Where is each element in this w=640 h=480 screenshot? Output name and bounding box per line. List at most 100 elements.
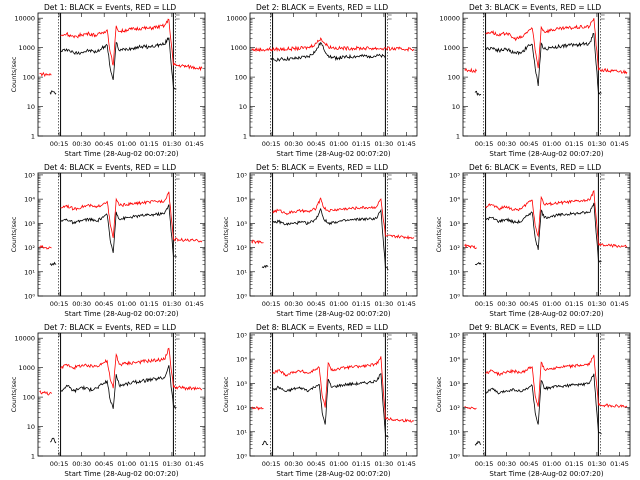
plot-frame: [462, 172, 631, 297]
events-series-line: [49, 204, 177, 266]
detector-panel-8: Det 8: BLACK = Events, RED = LLD Start Ti…: [222, 323, 418, 478]
x-tick-label: 01:30: [588, 300, 607, 308]
x-axis-label: Start Time (28-Aug-02 00:07:20): [276, 470, 390, 478]
lld-series-line: [464, 354, 628, 410]
x-tick-label: 01:30: [163, 140, 182, 148]
plot-frame: [37, 12, 206, 137]
detector-panel-4: Det 4: BLACK = Events, RED = LLD Start Ti…: [10, 163, 206, 318]
range-marker: [387, 14, 392, 20]
chart-title: Det 7: BLACK = Events, RED = LLD: [44, 323, 176, 332]
x-tick-label: 01:45: [397, 140, 416, 148]
y-tick-label: 10²: [449, 244, 460, 252]
y-tick-label: 100: [23, 394, 35, 402]
plot-frame: [37, 172, 206, 297]
y-tick-label: 10⁰: [236, 453, 247, 461]
range-marker: [175, 334, 180, 340]
x-tick-label: 01:30: [375, 460, 394, 468]
x-tick-label: 01:45: [397, 460, 416, 468]
y-tick-label: 10⁴: [236, 356, 247, 364]
x-tick-label: 01:30: [588, 140, 607, 148]
x-axis-label: Start Time (28-Aug-02 00:07:20): [489, 150, 603, 158]
x-tick-label: 00:15: [475, 140, 494, 148]
chart-title: Det 4: BLACK = Events, RED = LLD: [44, 163, 176, 172]
x-tick-label: 00:30: [284, 300, 303, 308]
y-axis-label: Counts/sec: [435, 216, 443, 252]
y-axis-label: Counts/sec: [10, 216, 18, 252]
events-series-line: [261, 207, 389, 271]
y-tick-label: 10⁰: [449, 453, 460, 461]
x-tick-label: 00:45: [95, 460, 114, 468]
plot-frame: [462, 12, 631, 137]
x-tick-label: 01:00: [542, 460, 561, 468]
y-tick-label: 1: [243, 133, 247, 141]
x-tick-label: 00:30: [72, 300, 91, 308]
plot-frame: [249, 12, 418, 137]
y-tick-label: 1: [31, 453, 35, 461]
chart-title: Det 1: BLACK = Events, RED = LLD: [44, 3, 176, 12]
lld-series-line: [39, 347, 203, 396]
events-series-line: [261, 373, 389, 446]
y-tick-label: 10⁴: [449, 196, 460, 204]
x-tick-label: 00:15: [475, 300, 494, 308]
x-tick-label: 01:00: [542, 300, 561, 308]
y-tick-label: 10⁴: [24, 196, 35, 204]
x-tick-label: 01:45: [185, 300, 204, 308]
y-axis-label: Counts/sec: [435, 376, 443, 412]
y-tick-label: 10¹: [236, 268, 247, 276]
x-tick-label: 01:45: [610, 460, 629, 468]
x-tick-label: 01:30: [375, 140, 394, 148]
x-axis-label: Start Time (28-Aug-02 00:07:20): [64, 470, 178, 478]
events-series-line: [474, 373, 602, 446]
y-tick-label: 10⁵: [236, 331, 247, 339]
x-tick-label: 01:00: [329, 460, 348, 468]
x-tick-label: 01:30: [163, 460, 182, 468]
x-tick-label: 01:15: [140, 460, 159, 468]
y-tick-label: 10¹: [449, 268, 460, 276]
chart-title: Det 6: BLACK = Events, RED = LLD: [469, 163, 601, 172]
lld-series-line: [464, 189, 628, 249]
x-axis-label: Start Time (28-Aug-02 00:07:20): [489, 310, 603, 318]
x-tick-label: 01:15: [565, 140, 584, 148]
x-tick-label: 00:15: [475, 460, 494, 468]
lld-series-line: [251, 197, 415, 245]
y-tick-label: 10⁵: [449, 331, 460, 339]
lld-series-line: [39, 18, 203, 78]
y-tick-label: 10000: [439, 15, 460, 23]
plot-frame: [462, 332, 631, 457]
x-tick-label: 01:45: [610, 300, 629, 308]
x-tick-label: 01:15: [352, 300, 371, 308]
events-series-line: [474, 33, 602, 96]
x-tick-label: 00:30: [497, 460, 516, 468]
x-axis-label: Start Time (28-Aug-02 00:07:20): [276, 150, 390, 158]
x-tick-label: 01:30: [588, 460, 607, 468]
x-tick-label: 01:30: [163, 300, 182, 308]
x-tick-label: 01:15: [565, 460, 584, 468]
x-tick-label: 00:45: [95, 140, 114, 148]
x-axis-label: Start Time (28-Aug-02 00:07:20): [64, 150, 178, 158]
y-axis-label: Counts/sec: [222, 376, 230, 412]
chart-title: Det 5: BLACK = Events, RED = LLD: [256, 163, 388, 172]
range-marker: [600, 334, 605, 340]
x-tick-label: 01:00: [329, 140, 348, 148]
chart-title: Det 2: BLACK = Events, RED = LLD: [256, 3, 388, 12]
y-axis-label: Counts/sec: [10, 376, 18, 412]
events-series-line: [49, 37, 177, 95]
range-marker: [600, 174, 605, 180]
y-tick-label: 1000: [18, 44, 35, 52]
y-axis-label: Counts/sec: [222, 216, 230, 252]
y-tick-label: 10⁰: [24, 293, 35, 301]
x-tick-label: 00:15: [50, 300, 69, 308]
x-tick-label: 00:45: [307, 300, 326, 308]
x-tick-label: 00:45: [95, 300, 114, 308]
x-tick-label: 00:45: [307, 140, 326, 148]
y-tick-label: 10³: [449, 380, 460, 388]
chart-title: Det 8: BLACK = Events, RED = LLD: [256, 323, 388, 332]
lld-series-line: [251, 37, 415, 53]
x-tick-label: 01:15: [352, 460, 371, 468]
lld-series-line: [464, 18, 628, 75]
x-tick-label: 00:45: [520, 460, 539, 468]
x-tick-label: 01:15: [140, 300, 159, 308]
y-tick-label: 10: [27, 103, 35, 111]
x-tick-label: 01:00: [117, 140, 136, 148]
